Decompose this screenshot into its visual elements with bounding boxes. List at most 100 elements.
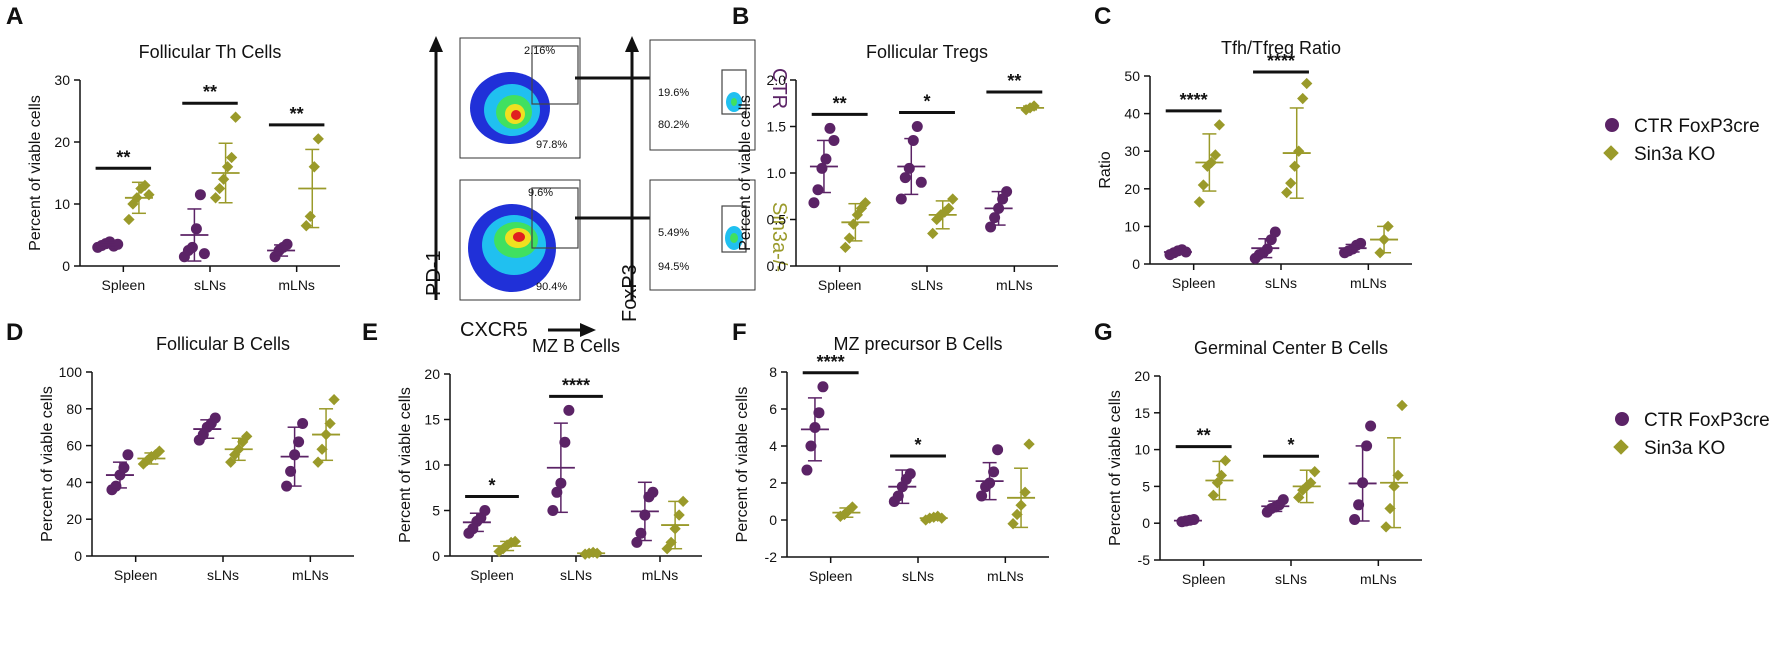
data-point-ko <box>1209 149 1222 161</box>
data-point-ko <box>839 241 852 254</box>
legend-top-ctr-marker <box>1605 118 1619 132</box>
data-point-ko <box>328 393 340 406</box>
y-tick-label: 8 <box>769 364 777 380</box>
chart-title: Germinal Center B Cells <box>1194 338 1388 358</box>
x-tick-label: sLNs <box>560 567 592 583</box>
y-tick-label: 0 <box>74 548 82 564</box>
cxcr5-arrowhead-icon <box>580 323 596 337</box>
y-tick-label: 0 <box>62 258 70 274</box>
data-point-ko <box>213 182 226 195</box>
x-tick-label: sLNs <box>902 568 934 584</box>
flow-cytometry-panel: A 2.16% 97.8% 9.6% 90.4% PD-1 CXCR5 <box>6 3 790 341</box>
x-tick-label: mLNs <box>1360 571 1397 587</box>
y-tick-label: 0 <box>769 512 777 528</box>
y-tick-label: 2.0 <box>767 72 787 88</box>
foxp3-pct-ctr-lower: 80.2% <box>658 119 689 131</box>
x-tick-label: sLNs <box>1265 275 1297 291</box>
data-point-ko <box>1215 469 1228 482</box>
chart-g: G Germinal Center B Cells -5 0 5 10 15 20 Percen… <box>1094 319 1422 587</box>
data-point-ko <box>509 535 521 548</box>
y-tick-label: 5 <box>432 503 440 519</box>
x-tick-label: mLNs <box>642 567 679 583</box>
data-point-ctr <box>907 134 919 146</box>
y-tick-label: 10 <box>424 457 440 473</box>
significance-label: ** <box>116 147 130 167</box>
data-point-ko <box>308 161 320 173</box>
data-point-ko <box>1213 119 1226 131</box>
data-point-ko <box>217 173 230 185</box>
y-tick-label: 60 <box>66 438 82 454</box>
data-point-ko <box>241 430 253 443</box>
data-point-ctr <box>186 241 198 253</box>
x-tick-label: Spleen <box>470 567 514 583</box>
y-tick-label: 30 <box>1124 143 1140 159</box>
data-point-ko <box>1293 145 1305 157</box>
panel-letter-C: C <box>1094 3 1111 30</box>
x-tick-label: Spleen <box>1172 275 1216 291</box>
legend-top: CTR FoxP3cre Sin3a KO <box>1603 116 1760 165</box>
data-point-ctr <box>647 486 659 498</box>
x-tick-label: mLNs <box>278 277 315 293</box>
data-point-ctr <box>817 381 829 393</box>
data-point-ctr <box>992 444 1004 456</box>
data-point-ko <box>1285 177 1297 189</box>
gate-pct-ctr: 2.16% <box>524 45 555 57</box>
chart-e: E MZ B Cells 0 5 10 15 20 Percent of viable cel… <box>362 319 702 583</box>
significance-label: * <box>488 476 495 496</box>
significance-label: ** <box>833 93 847 113</box>
y-tick-label: 10 <box>1124 218 1140 234</box>
data-point-ctr <box>985 221 997 233</box>
y-tick-label: 1.0 <box>767 165 787 181</box>
legend-top-ko-label: Sin3a KO <box>1634 144 1715 165</box>
y-tick-label: 20 <box>54 134 70 150</box>
pd1-arrowhead-icon <box>429 36 443 52</box>
data-point-ctr <box>895 193 907 205</box>
chart-f: F MZ precursor B Cells -2 0 2 4 6 8 Percent of v… <box>732 319 1049 584</box>
data-point-ctr <box>118 462 130 474</box>
data-point-ko <box>225 151 238 164</box>
data-point-ctr <box>194 189 206 201</box>
y-tick-label: 100 <box>59 364 83 380</box>
x-tick-label: mLNs <box>996 277 1033 293</box>
data-point-ctr <box>122 449 134 461</box>
data-point-ctr <box>824 122 836 134</box>
data-point-ctr <box>904 468 916 480</box>
data-point-ko <box>221 161 234 173</box>
foxp3-arrowhead-icon <box>625 36 639 52</box>
y-tick-label: 0 <box>1142 515 1150 531</box>
significance-label: **** <box>562 375 590 395</box>
panel-letter-F: F <box>732 319 747 346</box>
chart-a: A Follicular Th Cells 0 10 20 30 Percent of vi… <box>6 3 340 293</box>
foxp3-gate-ko <box>721 205 747 253</box>
significance-label: **** <box>1267 51 1295 71</box>
data-point-ctr <box>805 440 817 452</box>
significance-label: ** <box>1007 71 1021 91</box>
data-point-ctr <box>551 486 563 498</box>
data-point-ctr <box>1001 186 1013 198</box>
x-tick-label: Spleen <box>818 277 862 293</box>
y-axis-label: Percent of viable cells <box>1107 390 1124 546</box>
data-point-ko <box>1019 486 1031 498</box>
data-point-ctr <box>1349 514 1361 526</box>
x-tick-label: mLNs <box>1350 275 1387 291</box>
data-point-ctr <box>293 436 305 448</box>
y-tick-label: -5 <box>1138 552 1151 568</box>
data-point-ctr <box>1353 499 1365 511</box>
foxp3-pct-ko-upper: 5.49% <box>658 227 689 239</box>
y-tick-label: 30 <box>54 72 70 88</box>
chart-b: B Follicular Tregs 0.0 0.5 1.0 1.5 2.0 Percent … <box>732 3 1058 293</box>
panel-letter-A: A <box>6 3 23 30</box>
y-tick-label: 50 <box>1124 68 1140 84</box>
data-point-ctr <box>285 465 297 477</box>
chart-title: MZ B Cells <box>532 336 620 356</box>
foxp3-gate-ctr <box>721 69 747 115</box>
data-point-ctr <box>976 490 988 502</box>
data-point-ctr <box>812 184 824 196</box>
foxp3-axis-label: FoxP3 <box>619 264 641 322</box>
legend-top-ko-marker <box>1603 145 1619 161</box>
chart-c: C Tfh/Tfreg Ratio 0 10 20 30 40 50 Ratio Spleen sL… <box>1094 3 1412 291</box>
ctr-side-label: CTR <box>768 68 790 109</box>
data-point-ko <box>1301 77 1313 90</box>
legend-bottom-ctr-marker <box>1615 412 1629 426</box>
